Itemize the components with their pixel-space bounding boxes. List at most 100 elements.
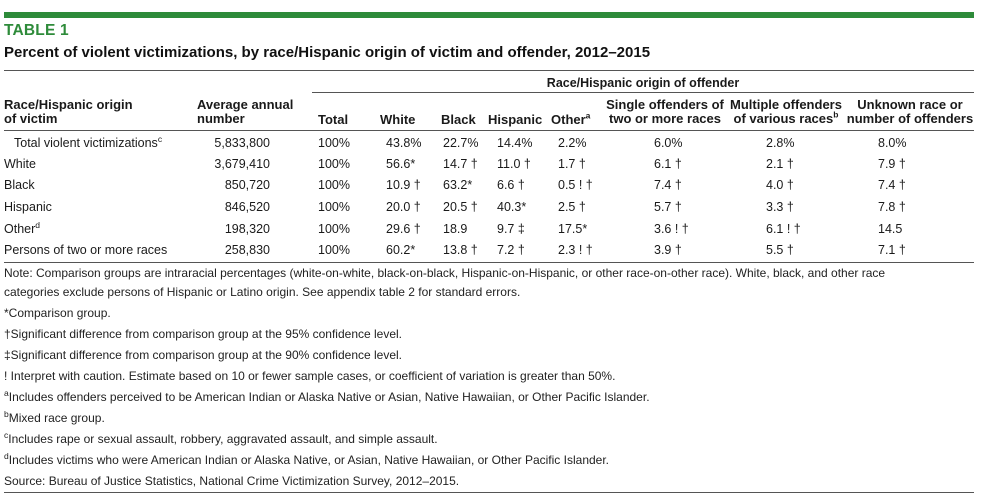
cell-average: 850,720 — [224, 178, 270, 192]
table-bottom-rule — [4, 262, 974, 263]
note-sig90: ‡Significant difference from comparison … — [4, 348, 403, 362]
row-label: Persons of two or more races — [4, 243, 167, 257]
cell-white: 43.8% — [386, 136, 422, 150]
source-note: Source: Bureau of Justice Statistics, Na… — [4, 474, 460, 488]
cell-single: 7.4 † — [654, 178, 682, 192]
footnote-a: aIncludes offenders perceived to be Amer… — [4, 389, 650, 405]
table-accent-bar — [4, 12, 974, 18]
col-black-header: Black — [441, 112, 476, 127]
row-label-text: Hispanic — [4, 200, 52, 214]
row-footnote-mark: d — [35, 219, 40, 230]
col-victim-header: Race/Hispanic origin of victim — [4, 98, 133, 126]
cell-other: 1.7 † — [558, 157, 586, 171]
note-line-1: Note: Comparison groups are intraracial … — [4, 266, 886, 280]
header-bottom-rule — [4, 130, 974, 131]
col-other-header: Othera — [551, 110, 591, 127]
footnote-d-text: Includes victims who were American India… — [8, 453, 610, 467]
footnote-c: cIncludes rape or sexual assault, robber… — [4, 431, 438, 447]
cell-unknown: 7.4 † — [878, 178, 906, 192]
footnote-a-mark: a — [4, 388, 9, 398]
col-victim-line2: of victim — [4, 111, 58, 126]
cell-white: 60.2* — [386, 243, 416, 257]
cell-average: 3,679,410 — [214, 157, 270, 171]
row-label: White — [4, 157, 36, 171]
col-single-header: Single offenders of two or more races — [604, 98, 726, 126]
cell-other: 2.3 ! † — [558, 243, 593, 257]
cell-multi: 5.5 † — [766, 243, 794, 257]
col-single-line2: two or more races — [609, 111, 721, 126]
cell-black: 20.5 † — [443, 200, 478, 214]
cell-hispanic: 14.4% — [497, 136, 533, 150]
cell-black: 63.2* — [443, 178, 473, 192]
col-unknown-line2: number of offenders — [846, 111, 974, 126]
row-label-text: Persons of two or more races — [4, 243, 168, 257]
row-label-text: Total violent victimizations — [14, 136, 158, 150]
footnote-d-mark: d — [4, 451, 9, 461]
row-label-text: Black — [4, 178, 35, 192]
cell-white: 29.6 † — [386, 222, 421, 236]
footnote-c-mark: c — [4, 430, 9, 440]
table-title: Percent of violent victimizations, by ra… — [4, 44, 651, 61]
cell-hispanic: 7.2 † — [497, 243, 525, 257]
col-unknown-header: Unknown race or number of offenders — [846, 98, 974, 126]
cell-black: 14.7 † — [443, 157, 478, 171]
cell-multi: 2.8% — [766, 136, 795, 150]
cell-other: 17.5* — [558, 222, 588, 236]
cell-total: 100% — [318, 222, 350, 236]
cell-total: 100% — [318, 178, 350, 192]
cell-black: 22.7% — [443, 136, 479, 150]
cell-single: 3.6 ! † — [654, 222, 689, 236]
cell-other: 0.5 ! † — [558, 178, 593, 192]
cell-total: 100% — [318, 243, 350, 257]
cell-hispanic: 6.6 † — [497, 178, 525, 192]
footnote-b-mark: b — [4, 409, 9, 419]
cell-other: 2.2% — [558, 136, 587, 150]
col-single-line1: Single offenders of — [606, 97, 724, 112]
cell-total: 100% — [318, 200, 350, 214]
header-top-rule — [4, 70, 974, 71]
col-average-line2: number — [197, 111, 245, 126]
footnote-c-text: Includes rape or sexual assault, robbery… — [8, 432, 438, 446]
col-other-footnote-mark: a — [585, 110, 591, 121]
cell-white: 56.6* — [386, 157, 416, 171]
footnote-b-text: Mixed race group. — [8, 411, 105, 425]
row-label-text: Other — [4, 222, 36, 236]
cell-unknown: 14.5 — [878, 222, 903, 236]
cell-multi: 3.3 † — [766, 200, 794, 214]
cell-unknown: 7.1 † — [878, 243, 906, 257]
note-line-2: categories exclude persons of Hispanic o… — [4, 285, 521, 299]
cell-hispanic: 11.0 † — [497, 157, 531, 171]
row-footnote-mark: c — [157, 133, 163, 144]
footer-rule — [4, 492, 974, 493]
col-multi-footnote-mark: b — [833, 109, 839, 120]
cell-hispanic: 40.3* — [497, 200, 527, 214]
col-average-line1: Average annual — [197, 97, 294, 112]
footnote-d: dIncludes victims who were American Indi… — [4, 452, 609, 468]
cell-unknown: 7.9 † — [878, 157, 906, 171]
table-label: TABLE 1 — [4, 22, 69, 39]
cell-multi: 4.0 † — [766, 178, 794, 192]
col-other-label: Other — [551, 112, 586, 127]
cell-other: 2.5 † — [558, 200, 586, 214]
row-label: Otherd — [4, 219, 40, 236]
row-label: Total violent victimizationsc — [14, 133, 163, 150]
row-label: Hispanic — [4, 200, 52, 214]
cell-white: 20.0 † — [386, 200, 421, 214]
footnote-a-text: Includes offenders perceived to be Ameri… — [8, 390, 650, 404]
cell-multi: 2.1 † — [766, 157, 794, 171]
cell-hispanic: 9.7 ‡ — [497, 222, 525, 236]
cell-total: 100% — [318, 136, 350, 150]
cell-average: 258,830 — [224, 243, 270, 257]
col-multi-header: Multiple offenders of various racesb — [728, 98, 844, 126]
cell-white: 10.9 † — [386, 178, 421, 192]
col-unknown-line1: Unknown race or — [857, 97, 963, 112]
cell-black: 18.9 — [443, 222, 468, 236]
cell-average: 5,833,800 — [214, 136, 270, 150]
cell-average: 846,520 — [224, 200, 270, 214]
cell-unknown: 7.8 † — [878, 200, 906, 214]
note-caution: ! Interpret with caution. Estimate based… — [4, 369, 616, 383]
col-multi-line1: Multiple offenders — [730, 97, 842, 112]
cell-total: 100% — [318, 157, 350, 171]
col-victim-line1: Race/Hispanic origin — [4, 97, 133, 112]
note-sig95: †Significant difference from comparison … — [4, 327, 403, 341]
